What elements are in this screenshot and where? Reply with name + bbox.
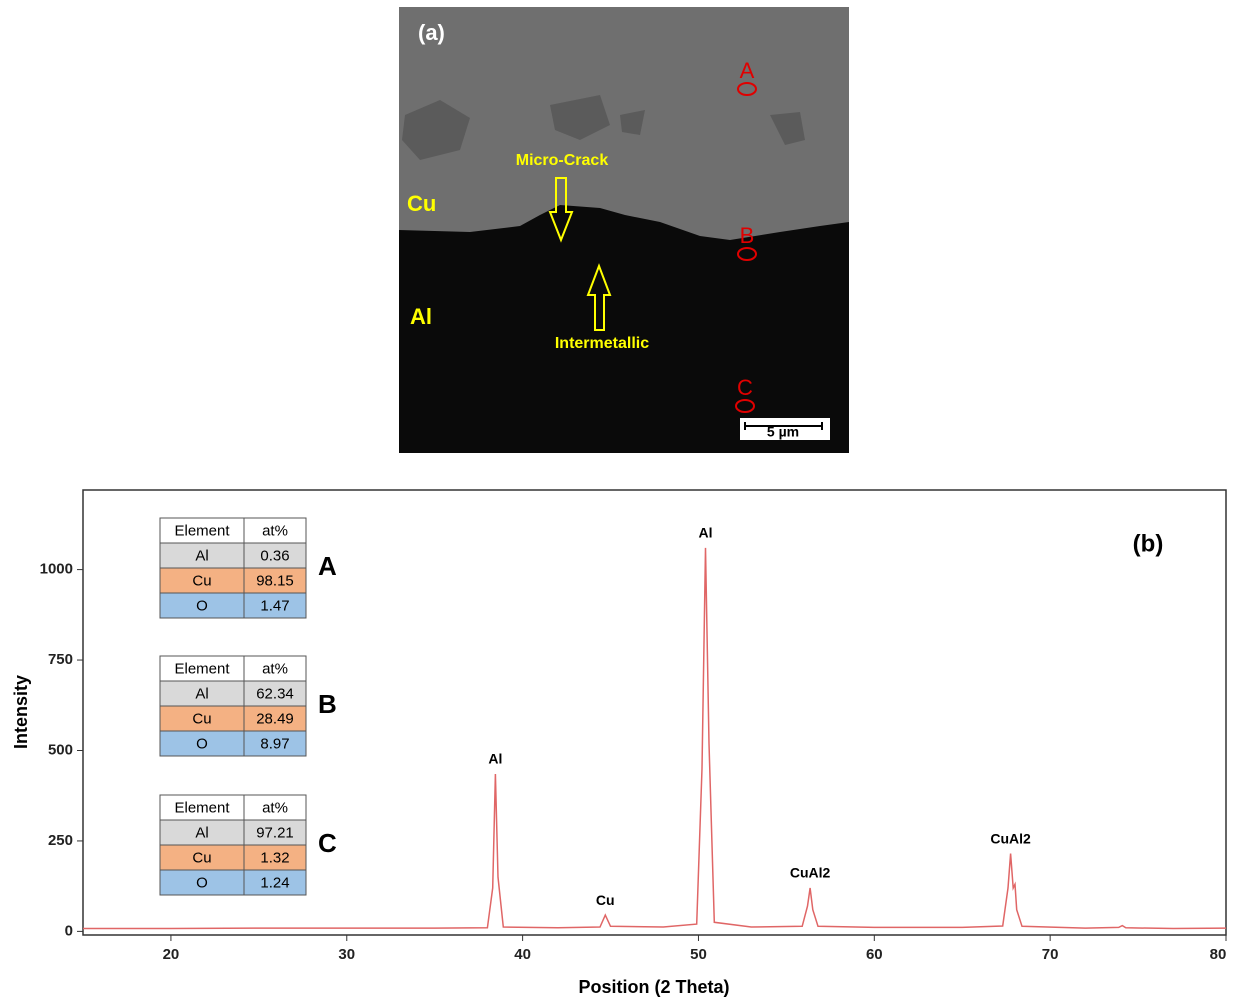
table-cell: 0.36 — [260, 547, 289, 564]
phase-label: Cu — [407, 191, 436, 216]
table-cell: Cu — [192, 849, 211, 866]
y-tick-label: 250 — [48, 832, 73, 849]
x-tick-label: 40 — [514, 946, 531, 963]
table-cell: 1.32 — [260, 849, 289, 866]
eds-table: Element at% Al 97.21 Cu 1.32 O 1.24 C — [160, 795, 337, 895]
table-cell: Al — [195, 824, 208, 841]
peak-label: CuAl2 — [990, 830, 1031, 846]
crack-label: Micro-Crack — [516, 152, 609, 169]
table-cell: 1.24 — [260, 874, 289, 891]
x-tick-label: 70 — [1042, 946, 1059, 963]
y-tick-label: 1000 — [40, 561, 73, 578]
x-tick-label: 30 — [338, 946, 355, 963]
table-cell: 1.47 — [260, 597, 289, 614]
peak-label: Al — [698, 525, 712, 541]
panel-label: (a) — [418, 20, 445, 45]
point-label: C — [737, 375, 753, 400]
table-cell: O — [196, 735, 208, 752]
peak-label: CuAl2 — [790, 865, 831, 881]
intermetallic-label: Intermetallic — [555, 335, 649, 352]
scale-label: 5 µm — [767, 424, 799, 440]
table-label: C — [318, 828, 337, 858]
phase-label: Al — [410, 304, 432, 329]
eds-table: Element at% Al 0.36 Cu 98.15 O 1.47 A — [160, 518, 337, 618]
x-tick-label: 80 — [1210, 946, 1227, 963]
y-axis-title: Intensity — [11, 675, 31, 749]
table-cell: Al — [195, 685, 208, 702]
x-tick-label: 50 — [690, 946, 707, 963]
table-cell: Al — [195, 547, 208, 564]
table-header: at% — [262, 660, 288, 677]
table-header: Element — [174, 522, 230, 539]
x-tick-label: 20 — [163, 946, 180, 963]
peak-label: Al — [488, 751, 502, 767]
x-tick-label: 60 — [866, 946, 883, 963]
panel-label: (b) — [1133, 530, 1164, 557]
table-header: at% — [262, 522, 288, 539]
table-cell: O — [196, 874, 208, 891]
figure: (a) Cu Al Micro-Crack Intermetallic ABC … — [0, 0, 1242, 1003]
table-label: A — [318, 551, 337, 581]
table-cell: O — [196, 597, 208, 614]
x-axis-title: Position (2 Theta) — [578, 977, 729, 997]
table-label: B — [318, 689, 337, 719]
table-header: at% — [262, 799, 288, 816]
table-cell: 97.21 — [256, 824, 294, 841]
y-tick-label: 750 — [48, 651, 73, 668]
table-cell: Cu — [192, 710, 211, 727]
table-cell: 28.49 — [256, 710, 294, 727]
sem-image: (a) Cu Al Micro-Crack Intermetallic ABC … — [399, 7, 849, 453]
eds-table: Element at% Al 62.34 Cu 28.49 O 8.97 B — [160, 656, 337, 756]
table-cell: 8.97 — [260, 735, 289, 752]
y-tick-label: 0 — [65, 922, 73, 939]
point-label: B — [740, 223, 755, 248]
table-cell: 62.34 — [256, 685, 294, 702]
table-header: Element — [174, 799, 230, 816]
y-tick-label: 500 — [48, 741, 73, 758]
peak-label: Cu — [596, 892, 615, 908]
table-cell: Cu — [192, 572, 211, 589]
table-cell: 98.15 — [256, 572, 294, 589]
table-header: Element — [174, 660, 230, 677]
point-label: A — [740, 58, 755, 83]
al-region — [399, 205, 849, 453]
